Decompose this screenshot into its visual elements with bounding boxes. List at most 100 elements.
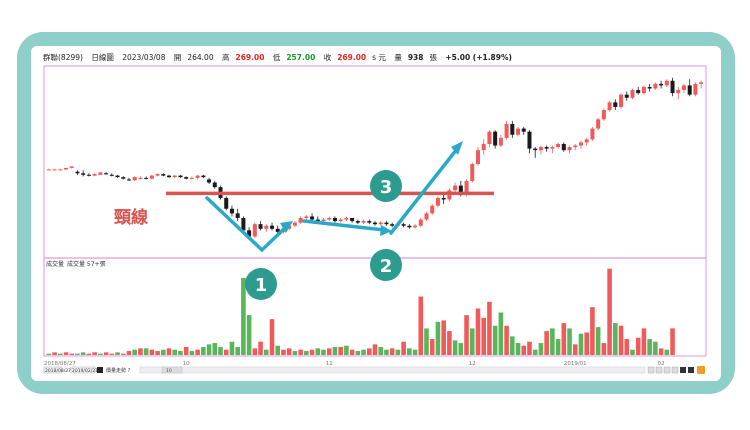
volume-bar [595, 327, 601, 355]
open-label: 開 [173, 53, 182, 62]
stock-name: 群聯(8299) [43, 53, 83, 62]
candle-body [596, 119, 601, 129]
volume-bar [143, 348, 149, 355]
scrollbar-thumb[interactable] [161, 366, 183, 374]
volume-bar [75, 353, 80, 355]
tool-toggle-icon[interactable] [97, 367, 103, 373]
volume-bar [126, 351, 132, 355]
volume-unit: 張 [429, 53, 437, 62]
volume-bar [281, 349, 286, 355]
volume-bar [223, 349, 229, 355]
volume-bar [424, 328, 429, 355]
candle-body [561, 144, 566, 151]
volume-bar [475, 308, 481, 355]
volume-bar [269, 319, 275, 355]
volume-bar [515, 343, 521, 355]
volume-bar [441, 320, 446, 355]
candle-body [361, 221, 366, 223]
chart-panel: 群聯(8299) 日線圖 2023/03/08 開 264.00 高 269.00 … [31, 46, 721, 381]
volume-panel-value: 成交量 57+張 [67, 260, 106, 268]
candle-body [498, 137, 503, 146]
volume-bar [618, 325, 624, 355]
candle-body [475, 150, 480, 165]
nav-zoom-in-button[interactable] [671, 366, 679, 374]
volume-bar [641, 328, 647, 355]
low-label: 低 [272, 53, 281, 62]
volume-bar [52, 352, 57, 355]
volume-bar [332, 347, 338, 355]
candle-body [670, 80, 675, 94]
range-from-box[interactable] [43, 366, 63, 374]
volume-bar [132, 349, 137, 355]
candle-body [516, 128, 521, 135]
candle-body [687, 85, 692, 95]
candle-body [613, 102, 618, 107]
candle-body [619, 94, 624, 107]
volume-bar [395, 349, 401, 355]
candle-body [167, 175, 172, 178]
volume-bar [624, 339, 630, 355]
settings-icon[interactable] [697, 366, 705, 374]
candle-body [487, 131, 492, 144]
candle-body [699, 82, 704, 84]
nav-zoom-out-button[interactable] [663, 366, 671, 374]
candle-body [441, 197, 446, 200]
arrowhead-3-icon [451, 141, 463, 155]
volume-bar [166, 348, 172, 355]
candle-body [418, 219, 423, 226]
volume-bar [138, 348, 143, 355]
range-from-value: 2018/08/27 [45, 368, 71, 374]
nav-first-button[interactable] [647, 366, 655, 374]
volume-bar [527, 341, 532, 355]
volume-bar [178, 351, 183, 355]
pattern-arrows [205, 147, 459, 253]
tool-label: 價量走勢 ? [106, 367, 131, 374]
volume-bar [384, 349, 389, 355]
volume-bar [481, 317, 487, 355]
volume-bar [155, 351, 160, 355]
candle-body [693, 83, 698, 95]
candle-body [493, 131, 498, 146]
candle-body [401, 224, 406, 226]
volume-bar [286, 348, 292, 355]
volume-bar [183, 347, 189, 355]
neckline-label: 頸線 [114, 207, 148, 228]
candle-body [86, 174, 91, 176]
x-axis-ticks: 10 11 12 2019/01 02 [183, 361, 665, 367]
step-1-number: 1 [255, 275, 268, 296]
period-label: 日線圖 [91, 53, 114, 62]
volume-bar [252, 348, 258, 355]
volume-bar [315, 348, 321, 355]
candle-body [138, 177, 143, 179]
close-value: 269.00 [337, 53, 367, 62]
candle-body [630, 90, 635, 98]
scrollbar-track[interactable] [139, 366, 646, 374]
candle-body [573, 145, 578, 148]
volume-bar [435, 321, 441, 355]
volume-bars [46, 268, 675, 355]
nav-next-button[interactable] [680, 367, 686, 373]
volume-bar [561, 323, 567, 355]
volume-bar [212, 343, 218, 355]
volume-bar [46, 353, 52, 355]
candle-body [424, 213, 429, 220]
candle-body [92, 174, 97, 176]
candle-body [172, 175, 177, 178]
nav-prev-button[interactable] [655, 366, 663, 374]
range-to-box[interactable] [70, 366, 96, 374]
volume-bar [235, 347, 240, 355]
candle-body [659, 83, 664, 86]
volume-bar [275, 345, 281, 355]
candle-body [641, 86, 646, 94]
volume-bar [201, 347, 206, 355]
candle-body [104, 173, 109, 175]
volume-bar [458, 343, 464, 355]
volume-bar [538, 343, 544, 355]
candle-body [556, 144, 561, 148]
candlestick-series [46, 77, 704, 240]
nav-last-button[interactable] [688, 367, 694, 373]
volume-bar [653, 341, 658, 355]
x-tick-label: 02 [658, 361, 665, 367]
candle-body [212, 182, 217, 188]
candle-body [344, 218, 349, 220]
